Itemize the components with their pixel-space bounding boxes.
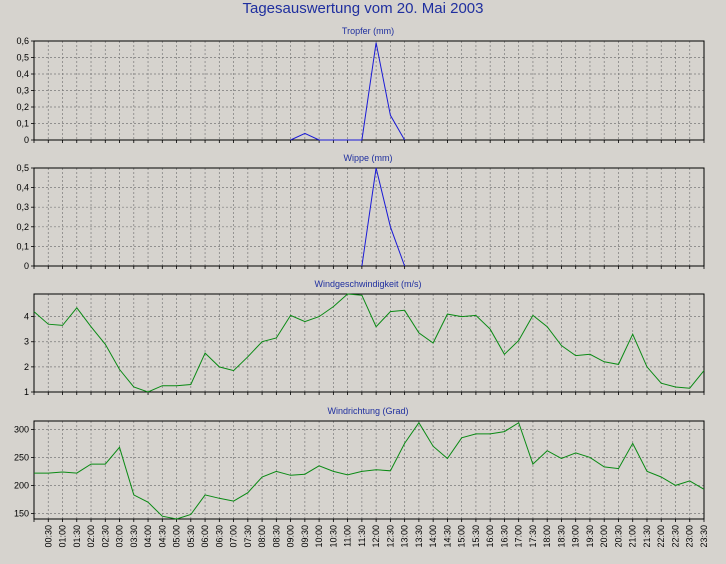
plot-frame bbox=[33, 167, 705, 267]
y-tick-label: 0,5 bbox=[16, 53, 29, 63]
x-tick-label: 05:00 bbox=[172, 525, 182, 548]
x-tick-label: 06:00 bbox=[200, 525, 210, 548]
x-tick-label: 02:30 bbox=[100, 525, 110, 548]
series-line bbox=[34, 421, 705, 520]
y-tick-label: 0,4 bbox=[16, 183, 29, 193]
x-tick-label: 14:00 bbox=[428, 525, 438, 548]
x-tick-label: 17:00 bbox=[514, 525, 524, 548]
y-tick-label: 0,6 bbox=[16, 36, 29, 46]
y-tick-label: 250 bbox=[14, 452, 29, 462]
y-tick-label: 0,1 bbox=[16, 241, 29, 251]
chart-panel: Windrichtung (Grad) 150 200 250 300 00:30 01:0… bbox=[14, 406, 709, 548]
plot-frame bbox=[33, 420, 705, 520]
plot-area bbox=[34, 294, 704, 392]
x-tick-label: 18:00 bbox=[542, 525, 552, 548]
x-tick-label: 04:30 bbox=[157, 525, 167, 548]
x-tick-label: 21:00 bbox=[628, 525, 638, 548]
x-tick-label: 02:00 bbox=[86, 525, 96, 548]
x-tick-label: 19:00 bbox=[571, 525, 581, 548]
y-tick-label: 3 bbox=[24, 337, 29, 347]
y-tick-label: 0,3 bbox=[16, 86, 29, 96]
y-tick-label: 150 bbox=[14, 508, 29, 518]
plot-frame bbox=[33, 293, 705, 393]
x-tick-label: 11:00 bbox=[343, 525, 353, 547]
plot-frame bbox=[33, 40, 705, 141]
y-tick-label: 0,4 bbox=[16, 69, 29, 79]
y-tick-label: 0,2 bbox=[16, 222, 29, 232]
chart-title: Wippe (mm) bbox=[344, 153, 393, 163]
x-tick-label: 20:30 bbox=[613, 525, 623, 548]
x-tick-label: 14:30 bbox=[442, 525, 452, 548]
x-tick-label: 01:00 bbox=[58, 525, 68, 548]
x-tick-label: 21:30 bbox=[642, 525, 652, 548]
x-tick-label: 23:00 bbox=[685, 525, 695, 548]
x-tick-label: 12:30 bbox=[385, 525, 395, 548]
page-title: Tagesauswertung vom 20. Mai 2003 bbox=[242, 0, 484, 17]
x-tick-label: 20:00 bbox=[599, 525, 609, 548]
y-tick-label: 0,1 bbox=[16, 119, 29, 129]
x-tick-label: 13:30 bbox=[414, 525, 424, 548]
series-line bbox=[290, 42, 406, 141]
y-tick-label: 200 bbox=[14, 480, 29, 490]
y-tick-label: 0,5 bbox=[16, 163, 29, 173]
chart-panel: Tropfer (mm) 0 0,1 0,2 0,3 0,4 0,5 0,6 bbox=[16, 26, 705, 145]
x-tick-label: 07:00 bbox=[229, 525, 239, 548]
x-tick-label: 09:30 bbox=[300, 525, 310, 548]
x-tick-label: 22:00 bbox=[656, 525, 666, 548]
chart-title: Tropfer (mm) bbox=[342, 26, 394, 36]
series-line bbox=[361, 167, 406, 267]
x-tick-label: 08:30 bbox=[271, 525, 281, 548]
x-tick-label: 12:00 bbox=[371, 525, 381, 548]
x-tick-label: 23:30 bbox=[699, 525, 709, 548]
x-tick-label: 05:30 bbox=[186, 525, 196, 548]
x-tick-label: 10:00 bbox=[314, 525, 324, 548]
x-tick-label: 22:30 bbox=[670, 525, 680, 548]
x-tick-label: 09:00 bbox=[286, 525, 296, 548]
x-tick-label: 15:30 bbox=[471, 525, 481, 548]
series-line bbox=[33, 293, 705, 393]
x-tick-label: 16:30 bbox=[499, 525, 509, 548]
x-tick-label: 13:00 bbox=[400, 525, 410, 548]
x-tick-label: 17:30 bbox=[528, 525, 538, 548]
x-tick-label: 19:30 bbox=[585, 525, 595, 548]
x-tick-label: 07:30 bbox=[243, 525, 253, 548]
chart-panel: Wippe (mm) 0 0,1 0,2 0,3 0,4 0,5 bbox=[16, 153, 705, 271]
y-tick-label: 300 bbox=[14, 424, 29, 434]
x-tick-label: 03:00 bbox=[115, 525, 125, 548]
y-tick-label: 0 bbox=[24, 261, 29, 271]
x-tick-label: 00:30 bbox=[43, 525, 53, 548]
x-tick-label: 11:30 bbox=[357, 525, 367, 547]
y-tick-label: 0,3 bbox=[16, 202, 29, 212]
x-tick-label: 10:30 bbox=[328, 525, 338, 548]
x-tick-label: 01:30 bbox=[72, 525, 82, 548]
y-tick-label: 0,2 bbox=[16, 102, 29, 112]
chart-title: Windgeschwindigkeit (m/s) bbox=[314, 279, 421, 289]
y-tick-label: 0 bbox=[24, 135, 29, 145]
x-tick-label: 08:00 bbox=[257, 525, 267, 548]
chart-title: Windrichtung (Grad) bbox=[327, 406, 408, 416]
chart-panel: Windgeschwindigkeit (m/s) 1 2 3 4 bbox=[24, 279, 705, 397]
x-tick-label: 15:00 bbox=[457, 525, 467, 548]
x-tick-label: 16:00 bbox=[485, 525, 495, 548]
x-tick-label: 18:30 bbox=[556, 525, 566, 548]
x-tick-label: 04:00 bbox=[143, 525, 153, 548]
y-tick-label: 1 bbox=[24, 387, 29, 397]
x-tick-label: 03:30 bbox=[129, 525, 139, 548]
y-tick-label: 2 bbox=[24, 362, 29, 372]
x-tick-label: 06:30 bbox=[214, 525, 224, 548]
plot-area bbox=[34, 421, 704, 519]
y-tick-label: 4 bbox=[24, 312, 29, 322]
